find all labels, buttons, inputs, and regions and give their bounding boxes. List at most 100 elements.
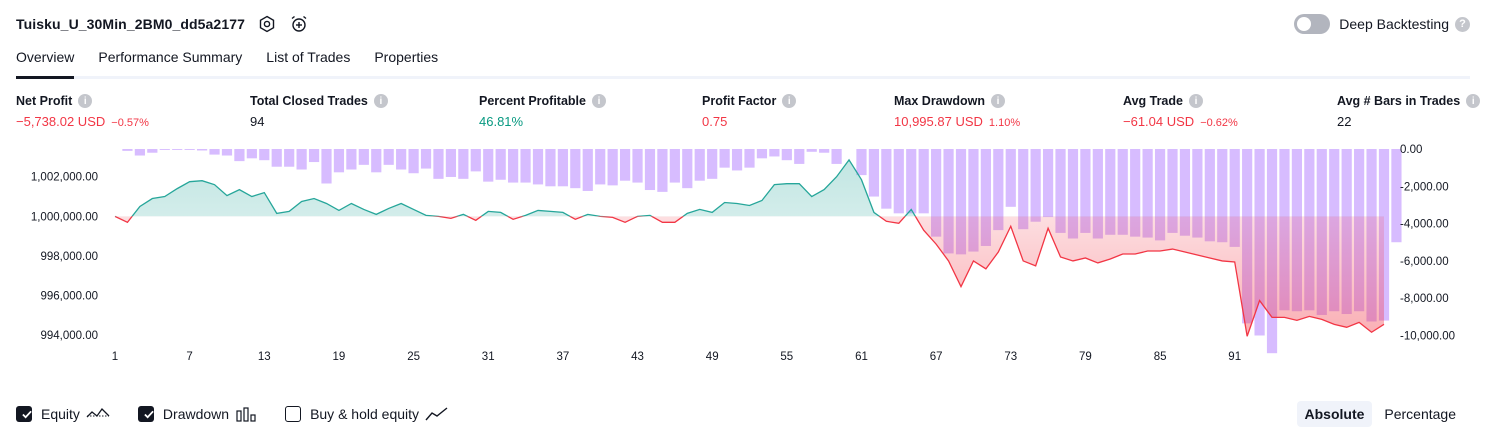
drawdown-bar bbox=[756, 149, 768, 159]
metric-percent: −0.57% bbox=[111, 117, 149, 129]
metric-value: 94 bbox=[250, 114, 265, 129]
strategy-header: Tuisku_U_30Min_2BM0_dd5a2177 bbox=[16, 12, 309, 36]
drawdown-bar bbox=[856, 149, 867, 176]
legend-equity[interactable]: Equity bbox=[16, 406, 110, 422]
metric-value: 22 bbox=[1337, 114, 1352, 129]
deep-backtesting: Deep Backtesting ? bbox=[1294, 12, 1470, 36]
add-alert-icon[interactable] bbox=[289, 14, 309, 34]
drawdown-bar bbox=[259, 149, 270, 161]
left-axis-tick-label: 1,000,000.00 bbox=[31, 211, 98, 223]
legend-label: Drawdown bbox=[162, 406, 230, 422]
left-axis-tick-label: 1,002,000.00 bbox=[31, 172, 98, 184]
info-icon[interactable]: i bbox=[782, 94, 797, 108]
drawdown-bar bbox=[458, 149, 469, 179]
drawdown-bar bbox=[122, 149, 133, 151]
info-icon[interactable]: i bbox=[78, 94, 93, 108]
x-axis-tick-label: 7 bbox=[186, 351, 192, 363]
x-axis-tick-label: 19 bbox=[333, 351, 346, 363]
drawdown-bar bbox=[769, 149, 780, 157]
drawdown-bar bbox=[1105, 149, 1116, 235]
tab-bar: Overview Performance Summary List of Tra… bbox=[16, 46, 1470, 79]
drawdown-bar bbox=[433, 149, 444, 179]
left-axis-tick-label: 998,000.00 bbox=[40, 251, 98, 263]
metric-max-drawdown: Max Drawdown i 10,995.87 USD 1.10% bbox=[894, 94, 1020, 129]
x-axis-tick-label: 1 bbox=[112, 351, 118, 363]
info-icon[interactable]: i bbox=[1466, 94, 1481, 108]
x-axis-tick-label: 61 bbox=[855, 351, 868, 363]
left-axis-tick-label: 996,000.00 bbox=[40, 291, 98, 303]
drawdown-bar bbox=[831, 149, 842, 164]
drawdown-bar bbox=[196, 149, 208, 151]
metric-value: 0.75 bbox=[702, 114, 728, 129]
info-icon[interactable]: i bbox=[373, 94, 388, 108]
drawdown-bar bbox=[308, 149, 320, 163]
drawdown-bar bbox=[172, 149, 183, 150]
tab-properties[interactable]: Properties bbox=[374, 49, 439, 65]
drawdown-bar bbox=[682, 149, 693, 189]
metric-label: Percent Profitable bbox=[479, 94, 586, 108]
drawdown-bar bbox=[134, 149, 145, 156]
metric-label: Profit Factor bbox=[702, 94, 777, 108]
percentage-button[interactable]: Percentage bbox=[1384, 406, 1456, 422]
drawdown-bar bbox=[1092, 149, 1103, 239]
drawdown-bar bbox=[495, 149, 506, 180]
x-axis-tick-label: 49 bbox=[706, 351, 719, 363]
metric-value: 46.81% bbox=[479, 114, 524, 129]
drawdown-bar bbox=[707, 149, 718, 179]
metric-profit-factor: Profit Factor i 0.75 bbox=[702, 94, 797, 129]
right-axis-tick-label: -10,000.00 bbox=[1400, 331, 1455, 343]
help-icon[interactable]: ? bbox=[1455, 16, 1470, 32]
drawdown-bar bbox=[644, 149, 656, 191]
x-axis-tick-label: 85 bbox=[1154, 351, 1167, 363]
equity-checkbox[interactable] bbox=[16, 406, 32, 422]
drawdown-bar bbox=[1204, 149, 1215, 242]
drawdown-bar bbox=[1229, 149, 1240, 247]
view-mode-switch: Absolute Percentage bbox=[1293, 401, 1465, 427]
drawdown-bar bbox=[284, 149, 295, 167]
right-axis-tick-label: -2,000.00 bbox=[1400, 181, 1449, 193]
drawdown-bar bbox=[1080, 149, 1091, 233]
left-axis-tick-label: 994,000.00 bbox=[40, 330, 98, 342]
toggle-knob bbox=[1297, 17, 1312, 31]
metric-label: Total Closed Trades bbox=[250, 94, 368, 108]
tab-list-of-trades[interactable]: List of Trades bbox=[266, 49, 351, 65]
info-icon[interactable]: i bbox=[991, 94, 1005, 108]
drawdown-bar bbox=[184, 149, 195, 150]
right-axis-tick-label: -8,000.00 bbox=[1400, 293, 1449, 305]
absolute-button[interactable]: Absolute bbox=[1296, 401, 1373, 427]
metric-value: 10,995.87 USD bbox=[894, 114, 983, 129]
tab-performance-summary[interactable]: Performance Summary bbox=[98, 49, 243, 65]
strategy-title: Tuisku_U_30Min_2BM0_dd5a2177 bbox=[16, 16, 245, 32]
drawdown-bar bbox=[868, 149, 880, 197]
drawdown-checkbox[interactable] bbox=[137, 406, 154, 422]
drawdown-bar bbox=[819, 149, 830, 153]
drawdown-bar bbox=[383, 149, 394, 165]
drawdown-bar bbox=[1130, 149, 1141, 237]
drawdown-bar bbox=[209, 149, 220, 155]
drawdown-bar bbox=[147, 149, 158, 153]
equity-drawdown-chart[interactable]: 1,002,000.00 1,000,000.00 998,000.00 996,00… bbox=[0, 140, 1486, 372]
x-axis-tick-label: 25 bbox=[407, 351, 420, 363]
metric-percent: −0.62% bbox=[1200, 117, 1238, 129]
settings-icon[interactable] bbox=[257, 14, 277, 34]
x-axis-tick-label: 31 bbox=[482, 351, 495, 363]
info-icon[interactable]: i bbox=[591, 94, 606, 108]
drawdown-bar bbox=[968, 149, 979, 252]
drawdown-bar bbox=[570, 149, 581, 189]
deep-backtesting-label: Deep Backtesting bbox=[1339, 16, 1449, 32]
right-axis-tick-label: 0.00 bbox=[1400, 144, 1422, 156]
right-axis-tick-label: -4,000.00 bbox=[1400, 219, 1449, 231]
legend-buy-hold-equity[interactable]: Buy & hold equity bbox=[285, 406, 449, 422]
drawdown-bar bbox=[1167, 149, 1178, 233]
legend-drawdown[interactable]: Drawdown bbox=[137, 406, 257, 422]
x-axis-tick-label: 73 bbox=[1004, 351, 1017, 363]
info-icon[interactable]: i bbox=[1188, 94, 1203, 108]
drawdown-bar bbox=[1117, 149, 1128, 235]
equity-loss-area bbox=[115, 216, 1384, 337]
buy-hold-checkbox[interactable] bbox=[285, 406, 302, 422]
tab-overview[interactable]: Overview bbox=[16, 46, 75, 79]
drawdown-bar bbox=[893, 149, 904, 214]
drawdown-bar bbox=[557, 149, 568, 187]
drawdown-bar bbox=[1142, 149, 1153, 238]
deep-backtesting-toggle[interactable] bbox=[1294, 14, 1331, 34]
